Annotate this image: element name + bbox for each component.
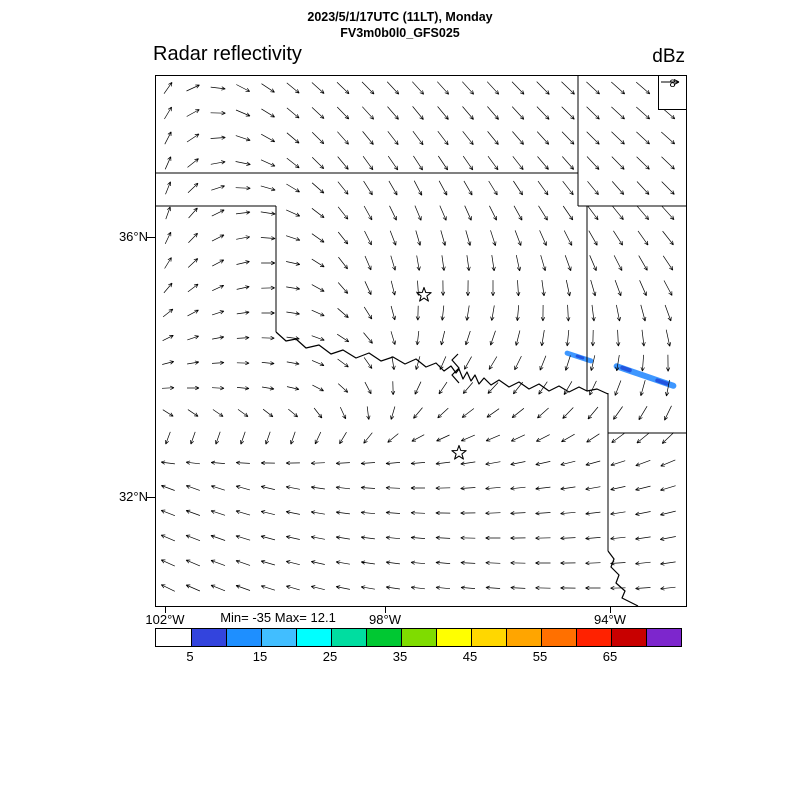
reflectivity-streak bbox=[655, 378, 669, 386]
colorbar-cell bbox=[226, 629, 261, 646]
lon-tick-label: 94°W bbox=[594, 612, 626, 627]
lat-tick-mark bbox=[147, 497, 155, 499]
colorbar-tick-label: 5 bbox=[186, 649, 194, 664]
river-border-line bbox=[451, 353, 460, 384]
colorbar-cell bbox=[261, 629, 296, 646]
wind-vector-field bbox=[160, 81, 676, 592]
colorbar-tick-label: 35 bbox=[392, 649, 408, 664]
reference-vector-value: 8 bbox=[669, 78, 676, 90]
colorbar-cell bbox=[191, 629, 226, 646]
colorbar-tick-label: 65 bbox=[602, 649, 618, 664]
colorbar-cell bbox=[436, 629, 471, 646]
colorbar-tick-label: 25 bbox=[322, 649, 338, 664]
lat-tick-label: 32°N bbox=[118, 489, 148, 504]
colorbar-cell bbox=[576, 629, 611, 646]
colorbar-cell bbox=[331, 629, 366, 646]
station-star-marker bbox=[416, 286, 432, 302]
colorbar bbox=[155, 628, 682, 647]
station-star-marker bbox=[451, 444, 467, 460]
colorbar-cell bbox=[296, 629, 331, 646]
colorbar-cell bbox=[156, 629, 191, 646]
colorbar-cell bbox=[646, 629, 681, 646]
colorbar-cell bbox=[471, 629, 506, 646]
figure-model-title: FV3m0b0l0_GFS025 bbox=[340, 26, 460, 40]
figure-variable-title: Radar reflectivity bbox=[153, 43, 302, 65]
map-panel: 8 bbox=[155, 75, 687, 607]
colorbar-cell bbox=[366, 629, 401, 646]
lon-tick-mark bbox=[165, 606, 167, 613]
colorbar-cell bbox=[401, 629, 436, 646]
figure-units-title: dBz bbox=[652, 46, 685, 67]
colorbar-cell bbox=[541, 629, 576, 646]
lat-tick-label: 36°N bbox=[118, 229, 148, 244]
colorbar-tick-label: 15 bbox=[252, 649, 268, 664]
reflectivity-streak bbox=[620, 365, 632, 373]
colorbar-tick-label: 55 bbox=[532, 649, 548, 664]
lon-tick-mark bbox=[385, 606, 387, 613]
minmax-stats: Min= -35 Max= 12.1 bbox=[220, 610, 336, 625]
lat-tick-mark bbox=[147, 237, 155, 239]
reference-vector-box: 8 bbox=[658, 75, 687, 110]
colorbar-tick-label: 45 bbox=[462, 649, 478, 664]
colorbar-tick-labels: 5 15 25 35 45 55 65 bbox=[0, 649, 800, 665]
river-border-line bbox=[275, 331, 609, 395]
river-border-line bbox=[607, 550, 639, 606]
colorbar-cell bbox=[506, 629, 541, 646]
colorbar-cell bbox=[611, 629, 646, 646]
lon-tick-mark bbox=[610, 606, 612, 613]
reference-vector-arrow-icon bbox=[661, 78, 680, 86]
figure-datetime-title: 2023/5/1/17UTC (11LT), Monday bbox=[307, 10, 493, 24]
reflectivity-streak bbox=[575, 354, 585, 360]
map-svg bbox=[156, 76, 686, 606]
